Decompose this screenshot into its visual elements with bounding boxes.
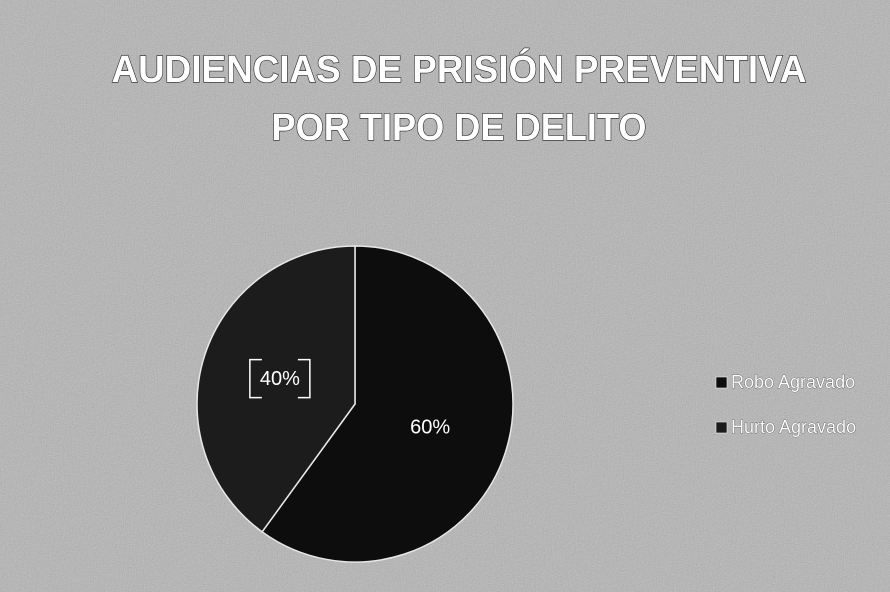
legend-label: Hurto Agravado — [731, 417, 856, 437]
legend-label: Robo Agravado — [731, 372, 855, 392]
data-label: 60% — [410, 417, 450, 439]
legend-swatch — [715, 376, 728, 389]
pie-slice — [261, 245, 514, 563]
legend-swatch — [715, 421, 728, 434]
chart-title: AUDIENCIAS DE PRISIÓN PREVENTIVA — [112, 47, 807, 91]
data-label: 40% — [260, 368, 300, 390]
pie-slice — [196, 245, 356, 533]
label-box — [249, 358, 311, 399]
chart-title: POR TIPO DE DELITO — [272, 107, 647, 149]
